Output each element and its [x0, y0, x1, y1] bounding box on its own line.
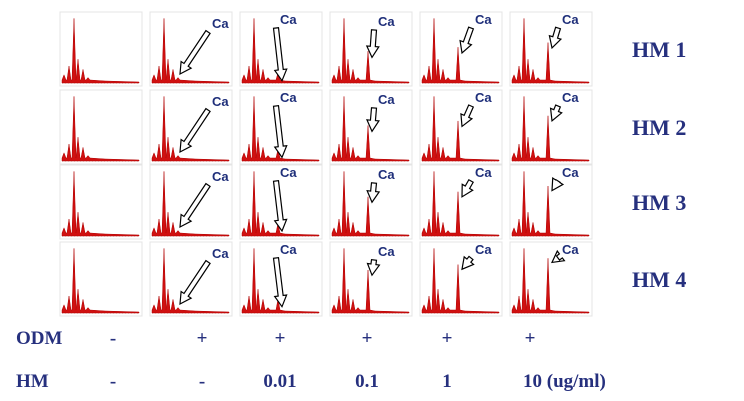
condition-value: + [362, 328, 373, 349]
arrow [366, 182, 381, 204]
row-label: HM 2 [632, 115, 686, 140]
arrow [460, 104, 475, 128]
spectrum [241, 248, 320, 314]
spectrum [511, 18, 590, 84]
spectrum [421, 171, 500, 237]
arrow [272, 180, 288, 233]
condition-value: + [525, 328, 536, 349]
row-label: HM 1 [632, 37, 686, 62]
arrow [179, 29, 211, 76]
arrow [549, 104, 563, 122]
spectrum [151, 171, 230, 237]
ca-label: Ca [212, 169, 229, 184]
arrow [179, 259, 211, 306]
condition-value: 0.01 [263, 371, 296, 392]
condition-value: - [110, 371, 116, 392]
spectrum [151, 248, 230, 314]
spectrum [331, 248, 410, 314]
ca-label: Ca [280, 165, 297, 180]
spectrum [421, 18, 500, 84]
spectrum [511, 248, 590, 314]
spectrum [331, 18, 410, 84]
ca-label: Ca [562, 12, 579, 27]
condition-label: HM [16, 371, 49, 392]
ca-label: Ca [562, 242, 579, 257]
ca-label: Ca [212, 94, 229, 109]
arrow [366, 259, 381, 277]
ca-label: Ca [378, 167, 395, 182]
ca-label: Ca [378, 92, 395, 107]
arrow [272, 105, 288, 159]
condition-value: 1 [442, 371, 452, 392]
spectrum [511, 96, 590, 162]
condition-value: 0.1 [355, 371, 379, 392]
row-label: HM 3 [632, 190, 686, 215]
spectrum [421, 248, 500, 314]
ca-label: Ca [280, 90, 297, 105]
spectrum [61, 96, 140, 162]
spectrum [331, 171, 410, 237]
ca-label: Ca [280, 12, 297, 27]
condition-value: - [199, 371, 205, 392]
ca-label: Ca [562, 90, 579, 105]
row-label: HM 4 [632, 267, 686, 292]
ca-label: Ca [378, 14, 395, 29]
spectrum [241, 96, 320, 162]
spectrum [241, 18, 320, 84]
spectrum [151, 96, 230, 162]
arrow [461, 178, 474, 198]
arrow [550, 249, 566, 264]
ca-label: Ca [378, 244, 395, 259]
condition-value: + [442, 328, 453, 349]
condition-value: 10 (ug/ml) [523, 371, 606, 392]
spectrum [421, 96, 500, 162]
arrow [461, 255, 475, 271]
arrow [551, 177, 565, 192]
arrow [179, 182, 211, 229]
condition-value: - [110, 328, 116, 349]
spectrum [151, 18, 230, 84]
spectrum [61, 171, 140, 237]
arrow [548, 26, 563, 50]
condition-value: + [197, 328, 208, 349]
ca-label: Ca [475, 90, 492, 105]
arrow [365, 29, 380, 59]
ca-label: Ca [562, 165, 579, 180]
spectrum [61, 18, 140, 84]
ca-label: Ca [280, 242, 297, 257]
arrow [272, 257, 288, 308]
arrow [459, 26, 475, 55]
arrow [366, 107, 380, 133]
arrow [272, 27, 288, 82]
spectrum [241, 171, 320, 237]
spectrum [61, 248, 140, 314]
condition-label: ODM [16, 328, 63, 349]
spectrum [331, 96, 410, 162]
condition-value: + [275, 328, 286, 349]
ca-label: Ca [475, 242, 492, 257]
arrow [179, 107, 211, 154]
ca-label: Ca [212, 246, 229, 261]
ca-label: Ca [475, 165, 492, 180]
ca-label: Ca [475, 12, 492, 27]
ca-label: Ca [212, 16, 229, 31]
spectrum [511, 171, 590, 237]
